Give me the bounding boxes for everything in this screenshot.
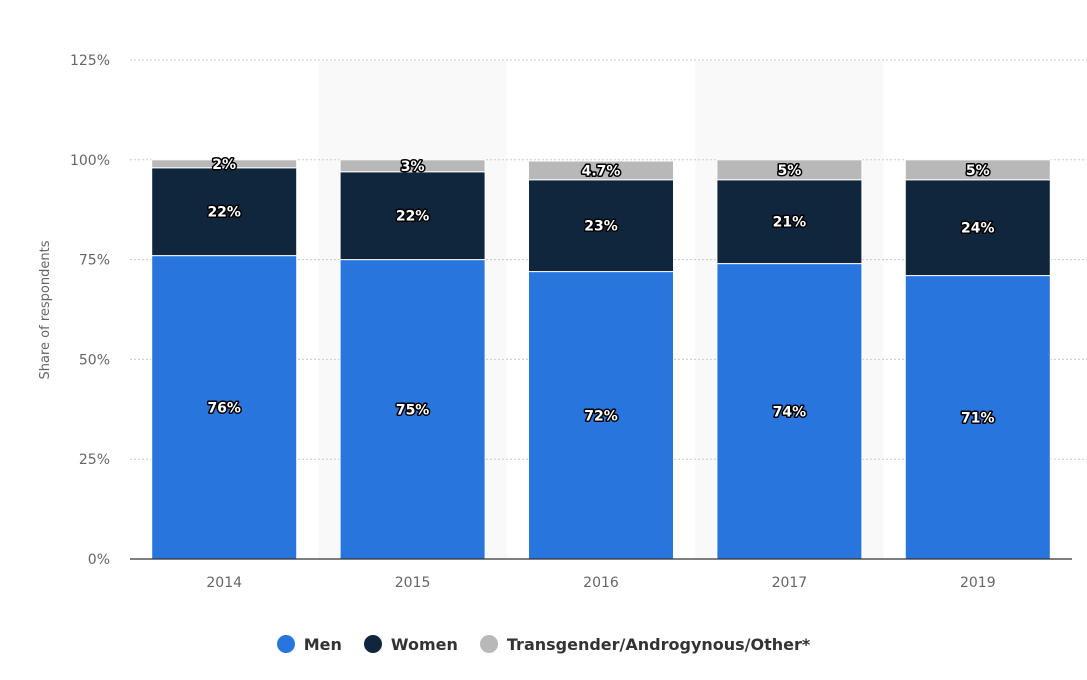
bar-2019-transgender	[904, 159, 1051, 181]
data-label: 5%	[778, 163, 802, 179]
data-label: 5%	[966, 163, 990, 179]
x-axis-ticks: 2014 2015 2016 2017 2019	[206, 575, 995, 591]
y-axis-title: Share of respondents	[38, 240, 53, 379]
data-label: 23%	[584, 219, 618, 235]
data-label: 21%	[773, 215, 807, 231]
x-tick-label: 2014	[206, 575, 242, 591]
data-label: 75%	[396, 402, 430, 418]
legend: Men Women Transgender/Androgynous/Other*	[0, 630, 1087, 658]
data-label: 3%	[401, 159, 425, 175]
legend-swatch	[276, 635, 295, 653]
data-label: 4.7%	[582, 163, 621, 179]
x-tick-label: 2019	[960, 575, 996, 591]
bar-2019-men	[904, 275, 1051, 560]
bar-2019-women	[904, 179, 1051, 277]
data-label: 22%	[396, 209, 430, 225]
data-label: 74%	[773, 404, 807, 420]
bar-2017-men	[716, 263, 863, 560]
y-tick-label: 75%	[79, 253, 110, 269]
data-label: 71%	[961, 410, 995, 426]
bar-2015-transgender	[339, 159, 486, 173]
y-tick-label: 125%	[70, 53, 110, 69]
y-axis-ticks: 0% 25% 50% 75% 100% 125%	[70, 53, 110, 568]
bar-2014-men	[151, 255, 298, 560]
x-tick-label: 2017	[772, 575, 808, 591]
data-label: 72%	[584, 408, 618, 424]
bar-2014-women	[151, 167, 298, 257]
data-label: 76%	[207, 400, 241, 416]
legend-label: Women	[390, 634, 458, 654]
data-label: 2%	[212, 157, 236, 173]
data-labels: 76% 22% 2% 75% 22% 3% 72% 23% 4.7% 74% 21% 5% 71% 24%…	[206, 155, 996, 427]
y-tick-label: 100%	[70, 153, 110, 169]
legend-label: Transgender/Androgynous/Other*	[506, 634, 811, 654]
y-tick-label: 25%	[79, 452, 110, 468]
legend-item[interactable]: Transgender/Androgynous/Other*	[479, 634, 811, 654]
legend-item[interactable]: Women	[363, 634, 458, 654]
legend-swatch	[363, 635, 382, 653]
data-label: 22%	[207, 205, 241, 221]
bar-2016-transgender	[528, 160, 674, 181]
y-tick-label: 0%	[88, 552, 110, 568]
y-tick-label: 50%	[79, 352, 110, 368]
bars	[151, 159, 1051, 560]
legend-label: Men	[303, 634, 342, 654]
bar-2017-women	[716, 179, 863, 265]
bar-2016-men	[528, 271, 674, 560]
data-label: 24%	[961, 221, 995, 237]
legend-item[interactable]: Men	[276, 634, 342, 654]
bar-2014-transgender	[151, 159, 298, 169]
x-tick-label: 2015	[395, 575, 431, 591]
x-tick-label: 2016	[583, 575, 619, 591]
legend-swatch	[479, 635, 498, 653]
bar-2017-transgender	[716, 159, 863, 181]
